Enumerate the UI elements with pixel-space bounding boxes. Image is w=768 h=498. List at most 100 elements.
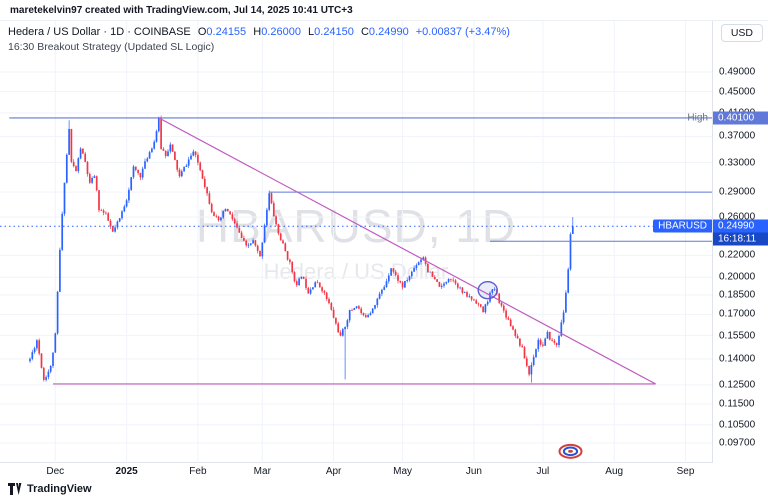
candle-body xyxy=(376,298,379,305)
candle-body xyxy=(100,210,103,211)
candle-body xyxy=(516,335,519,339)
tradingview-logo-icon[interactable] xyxy=(8,483,22,495)
time-tick: Sep xyxy=(676,466,695,477)
candle-body xyxy=(256,245,259,251)
candle-body xyxy=(238,227,241,233)
candle-body xyxy=(551,339,553,341)
candle-body xyxy=(427,263,429,273)
candle-body xyxy=(392,268,395,272)
candle-body xyxy=(362,313,365,316)
candle-body xyxy=(91,177,93,183)
open-label: O xyxy=(197,26,207,38)
candle-body xyxy=(275,216,277,225)
candle-body xyxy=(116,221,119,228)
candle-body xyxy=(289,259,291,262)
candle-body xyxy=(36,340,38,349)
candle-body xyxy=(279,233,282,241)
high-line-title: High xyxy=(687,112,708,124)
candle-body xyxy=(514,329,517,336)
candle-body xyxy=(33,348,36,353)
candle-body xyxy=(417,262,420,266)
open-value: 0.24155 xyxy=(206,26,247,38)
candle-body xyxy=(397,275,399,281)
candle-body xyxy=(383,287,386,290)
candle-body xyxy=(558,335,560,346)
candle-body xyxy=(542,344,544,346)
candle-body xyxy=(344,326,346,330)
candle-body xyxy=(148,152,151,159)
candle-body xyxy=(433,276,436,280)
candle-body xyxy=(72,161,75,167)
close-value: 0.24990 xyxy=(368,26,409,38)
candle-body xyxy=(176,160,179,170)
time-tick: Apr xyxy=(325,466,342,477)
candle-body xyxy=(450,278,452,280)
candle-body xyxy=(295,281,298,286)
candle-body xyxy=(284,243,287,252)
candle-body xyxy=(95,176,98,191)
price-tick: 0.49000 xyxy=(719,66,756,78)
candle-body xyxy=(341,329,344,336)
candle-body xyxy=(259,250,261,257)
candle-body xyxy=(157,117,160,132)
symbol-legend-row[interactable]: Hedera / US Dollar · 1D · COINBASE O0.24… xyxy=(8,26,510,38)
candle-body xyxy=(79,148,82,159)
legend: Hedera / US Dollar · 1D · COINBASE O0.24… xyxy=(8,26,510,53)
candle-body xyxy=(378,293,381,299)
candle-body xyxy=(226,208,229,212)
price-tick: 0.20000 xyxy=(719,271,756,283)
candle-body xyxy=(404,281,406,288)
candle-body xyxy=(144,161,146,169)
candle-body xyxy=(562,312,565,323)
candle-body xyxy=(220,217,222,221)
candle-body xyxy=(84,153,87,162)
candle-body xyxy=(52,352,54,366)
close-label: C xyxy=(360,26,369,38)
chart-pane[interactable]: HBARUSD, 1D Hedera / US Dollar Hedera / … xyxy=(0,20,768,463)
attribution-text: maretekelvin97 created with TradingView.… xyxy=(10,4,353,16)
candle-body xyxy=(500,302,503,306)
candle-body xyxy=(367,315,369,318)
candle-body xyxy=(459,287,461,289)
candle-body xyxy=(240,232,243,238)
candle-body xyxy=(47,371,50,378)
candle-body xyxy=(215,215,218,217)
attribution-bar: maretekelvin97 created with TradingView.… xyxy=(0,0,768,20)
candle-body xyxy=(353,308,356,311)
symbol-description[interactable]: Hedera / US Dollar · 1D · COINBASE xyxy=(8,26,191,38)
strategy-legend-row[interactable]: 16:30 Breakout Strategy (Updated SL Logi… xyxy=(8,41,215,53)
candle-body xyxy=(162,148,165,151)
currency-unit-button[interactable]: USD xyxy=(720,24,763,42)
candle-body xyxy=(461,287,464,293)
candle-body xyxy=(254,240,257,246)
candle-body xyxy=(528,365,530,375)
candle-body xyxy=(65,154,68,183)
tradingview-brand-text[interactable]: TradingView xyxy=(27,483,92,495)
candle-body xyxy=(355,306,358,309)
candle-body xyxy=(323,291,326,293)
candle-body xyxy=(447,278,450,282)
time-axis[interactable]: Dec 2025 Feb Mar Apr May Jun Jul Aug Sep xyxy=(0,462,768,480)
candle-body xyxy=(364,315,367,318)
candle-body xyxy=(75,166,77,172)
price-tick: 0.22000 xyxy=(719,249,756,261)
price-canvas[interactable] xyxy=(0,21,712,463)
candle-body xyxy=(61,213,64,250)
highlight-circle-marker xyxy=(477,280,498,300)
countdown-badge: 16:18:11 xyxy=(713,232,768,246)
candle-body xyxy=(107,213,110,221)
candle-body xyxy=(277,224,280,234)
price-axis[interactable]: 0.40100 0.24990 16:18:11 0.49000 0.45000 0… xyxy=(712,21,768,463)
candle-body xyxy=(440,285,443,287)
candle-body xyxy=(309,289,312,294)
candle-body xyxy=(111,226,114,232)
candle-body xyxy=(381,289,383,294)
candle-body xyxy=(137,169,139,174)
candle-body xyxy=(153,141,156,149)
price-tick: 0.18500 xyxy=(719,289,756,301)
sticker-ellipse-icon xyxy=(568,449,573,453)
candle-body xyxy=(314,282,317,288)
candle-body xyxy=(482,306,484,313)
candle-body xyxy=(155,131,158,142)
